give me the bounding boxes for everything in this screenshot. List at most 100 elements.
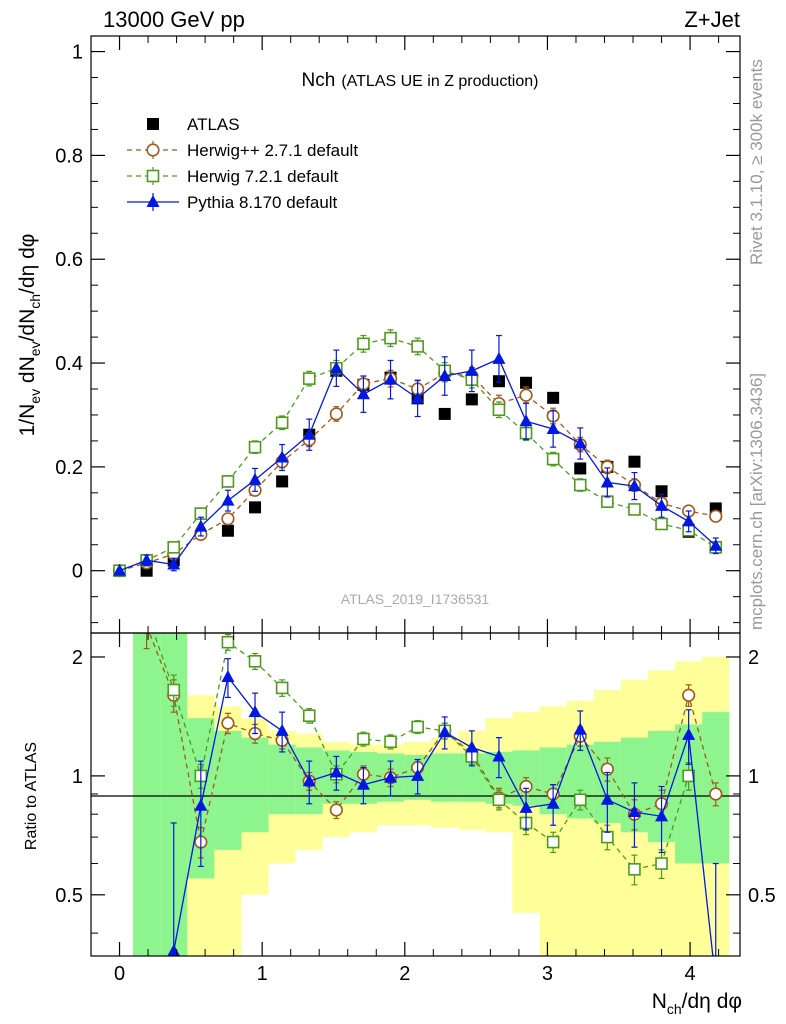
herwig7-ratio-point xyxy=(221,635,235,649)
chart-title-sub: (ATLAS UE in Z production) xyxy=(341,73,538,90)
pythia-point xyxy=(194,519,208,532)
herwigpp-ratio-point xyxy=(682,688,696,702)
pythia-ratio-point xyxy=(411,768,425,781)
atlas-legend-marker xyxy=(147,118,159,130)
herwigpp-ratio-point xyxy=(221,716,235,730)
main-frame xyxy=(90,35,741,634)
herwig7-point xyxy=(167,541,181,554)
pythia-point xyxy=(302,427,316,440)
legend: ATLAS Herwig++ 2.7.1 default Herwig 7.2.1 … xyxy=(127,115,358,212)
herwig7-ratio-point xyxy=(682,769,695,783)
rivet-version-label: Rivet 3.1.10, ≥ 300k events xyxy=(747,59,766,265)
analysis-watermark: ATLAS_2019_I1736531 xyxy=(341,591,490,607)
herwig7-ratio-point xyxy=(655,857,668,870)
pythia-point xyxy=(248,472,262,485)
herwigpp-ratio-line xyxy=(148,633,717,843)
herwig7-ratio-point xyxy=(492,793,506,807)
herwig7-ratio-point xyxy=(357,732,370,746)
ratio-series xyxy=(143,633,723,956)
herwig7-point xyxy=(302,372,316,385)
herwig7-point xyxy=(275,416,289,430)
y-tick-label: 0.6 xyxy=(55,249,83,271)
herwigpp-point xyxy=(221,512,235,526)
pythia-ratio-point xyxy=(465,740,479,753)
y-tick-label: 0 xyxy=(72,561,83,583)
x-axis-ticks: 0 1 2 3 4 xyxy=(90,36,720,985)
chart-title: Nch (ATLAS UE in Z production) xyxy=(302,70,539,91)
pythia-point xyxy=(655,498,669,511)
herwig7-point xyxy=(221,475,235,488)
herwig7-point xyxy=(411,340,424,353)
herwig7-point xyxy=(546,452,560,466)
pythia-legend-marker xyxy=(146,195,160,207)
herwig7-ratio-point xyxy=(628,863,641,876)
herwig7-point xyxy=(601,495,614,508)
pythia-ratio-point xyxy=(356,777,370,790)
ratio-tick-label-right: 0.5 xyxy=(748,885,776,907)
pythia-point xyxy=(113,563,127,576)
herwigpp-point xyxy=(709,509,723,523)
ratio-tick-label-left: 0.5 xyxy=(55,885,83,907)
herwigpp-ratio-point xyxy=(329,803,343,817)
main-y-axis-label: 1/Nev dNev/dNch/dη dφ xyxy=(16,234,43,437)
ratio-tick-label-left: 1 xyxy=(72,766,83,788)
x-tick-label: 2 xyxy=(399,963,410,985)
atlas-point xyxy=(249,501,262,514)
stat-band-segment xyxy=(214,730,242,850)
mcplots-reference-label: mcplots.cern.ch [arXiv:1306.3436] xyxy=(747,373,766,630)
herwig7-point xyxy=(384,331,397,345)
herwigpp-point xyxy=(329,407,343,421)
ratio-y-ticks: 0.5 0.5 1 1 2 2 xyxy=(55,647,776,934)
pythia-point xyxy=(546,421,560,434)
herwig7-line xyxy=(119,337,717,572)
herwigpp-point xyxy=(519,388,533,402)
herwig7-ratio-point xyxy=(384,735,397,749)
pythia-ratio-point xyxy=(194,798,208,811)
pythia-ratio-point xyxy=(302,774,316,787)
y-tick-label: 1 xyxy=(72,42,83,64)
pythia-ratio-point xyxy=(519,800,533,813)
herwig7-ratio-point xyxy=(275,681,289,695)
atlas-point xyxy=(221,524,234,537)
pythia-point xyxy=(438,369,452,382)
stat-band-segment xyxy=(133,633,161,956)
herwig7-ratio-point xyxy=(302,709,316,723)
x-axis-label: Nch/dη dφ xyxy=(652,990,742,1017)
pythia-point xyxy=(627,479,641,492)
ratio-tick-label-right: 1 xyxy=(748,766,759,788)
herwig7-ratio-point xyxy=(601,830,614,844)
herwig7-ratio-point xyxy=(248,655,262,668)
pythia-point xyxy=(682,514,696,527)
pythia-ratio-point xyxy=(546,796,560,809)
atlas-point xyxy=(628,455,641,468)
y-tick-label: 0.8 xyxy=(55,145,83,167)
pythia-ratio-point xyxy=(600,792,614,805)
x-tick-label: 3 xyxy=(542,963,553,985)
ratio-panel: 0.5 0.5 1 1 2 2 Ratio to ATLAS xyxy=(23,632,776,957)
atlas-point xyxy=(438,407,451,420)
header-left: 13000 GeV pp xyxy=(103,7,245,32)
herwigpp-legend-marker xyxy=(146,143,160,157)
ratio-tick-label-left: 2 xyxy=(72,647,83,669)
pythia-ratio-point xyxy=(275,723,289,736)
pythia-legend-label: Pythia 8.170 default xyxy=(187,193,338,212)
pythia-point xyxy=(329,361,343,374)
herwig7-point xyxy=(628,503,641,516)
pythia-ratio-point xyxy=(438,725,452,738)
syst-band-segment xyxy=(539,706,567,956)
pythia-point xyxy=(519,414,533,427)
stat-band-segment xyxy=(268,744,296,815)
herwig7-point xyxy=(573,478,587,492)
atlas-point xyxy=(574,462,587,475)
pythia-point xyxy=(356,387,370,400)
pythia-ratio-point xyxy=(329,765,343,778)
pythia-ratio-point xyxy=(492,749,506,762)
pythia-ratio-point xyxy=(221,669,235,682)
atlas-point xyxy=(520,376,533,389)
x-tick-label: 4 xyxy=(685,963,696,985)
pythia-point xyxy=(465,363,479,376)
herwig7-point xyxy=(357,337,370,351)
atlas-point xyxy=(465,393,478,406)
pythia-point xyxy=(167,557,181,570)
